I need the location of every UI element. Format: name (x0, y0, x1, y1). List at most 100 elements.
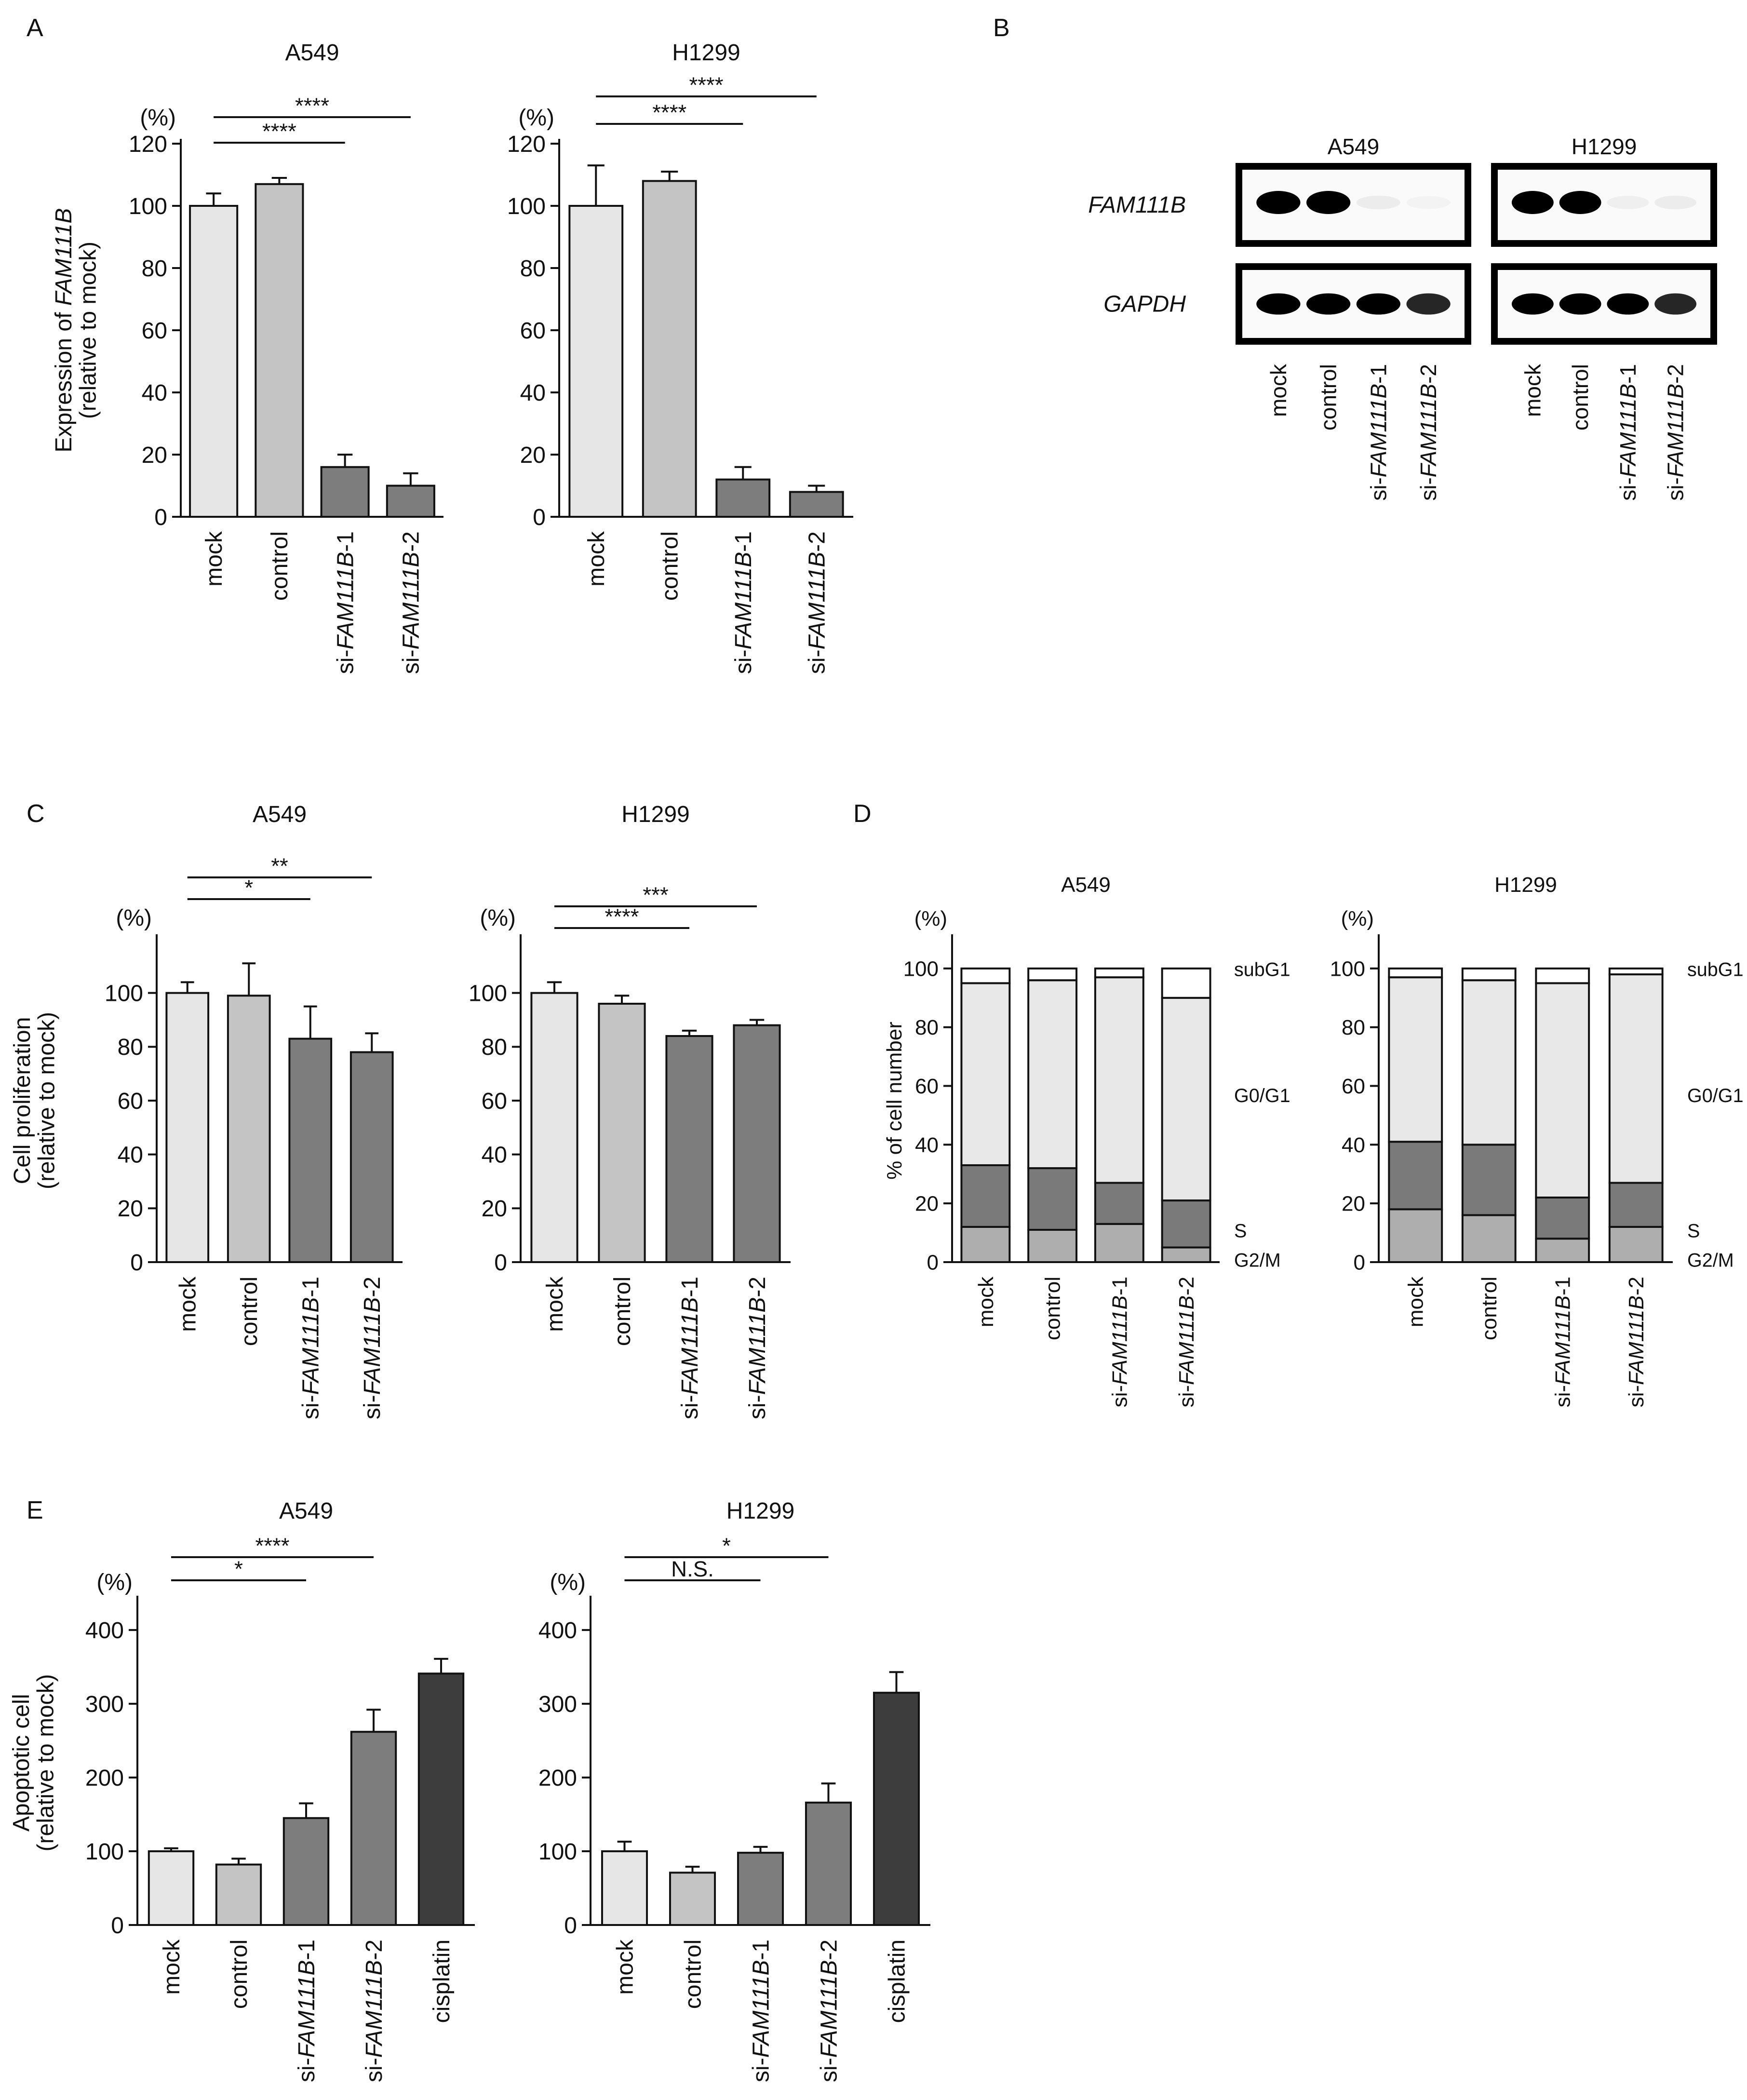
significance-label: * (234, 1557, 243, 1581)
blot-band-gapdh-h1299-lane-1 (1511, 293, 1554, 315)
y-tick-label: 40 (118, 1142, 143, 1168)
y-tick-label: 60 (482, 1089, 507, 1114)
significance-label: **** (605, 904, 639, 929)
category-label-si-fam111b-2: si-FAM111B-2 (1175, 1277, 1198, 1407)
blot-band-gapdh-a549-lane-2 (1306, 293, 1351, 315)
y-tick-label: 100 (85, 1839, 124, 1865)
segment-subg1-si-fam111b-1 (1094, 967, 1144, 979)
y-axis-label: (relative to mock) (34, 1012, 59, 1189)
legend-label-g2-m: G2/M (1687, 1250, 1734, 1271)
category-label-cisplatin: cisplatin (884, 1939, 910, 2023)
panel-label-d: D (853, 800, 872, 828)
category-label-si-fam111b-2-suffix: -2 (360, 1277, 385, 1297)
blot-band-gapdh-h1299-lane-3 (1607, 293, 1649, 315)
y-tick-label: 80 (520, 256, 546, 282)
bar-si-fam111b-1 (320, 466, 370, 518)
category-label-si-fam111b-1-gene: FAM111B (1551, 1295, 1575, 1385)
bar-si-fam111b-1 (288, 1037, 333, 1263)
y-unit-label: (%) (116, 905, 152, 931)
blot-band-fam111b-a549-lane-2 (1306, 191, 1351, 214)
segment-subg1-si-fam111b-1 (1535, 967, 1590, 984)
blot-row-label-fam111b: FAM111B (1088, 192, 1186, 218)
category-label-si-fam111b-1-gene: FAM111B (333, 552, 358, 650)
y-tick-label: 100 (507, 194, 546, 219)
blot-band-fam111b-h1299-lane-4 (1654, 195, 1697, 210)
segment-s-si-fam111b-2 (1161, 1199, 1211, 1249)
y-unit-label: (%) (1341, 907, 1374, 930)
y-tick-label: 60 (118, 1089, 143, 1114)
segment-subg1-control (1461, 967, 1517, 982)
blot-lane-suffix: mock (1266, 363, 1291, 417)
y-tick-label: 60 (915, 1075, 939, 1098)
category-label-si-fam111b-2-gene: FAM111B (816, 1960, 842, 2058)
category-label-si-fam111b-2-gene: FAM111B (360, 1297, 385, 1395)
category-label-si-fam111b-2-prefix: si- (399, 649, 424, 674)
significance-label: **** (652, 100, 686, 125)
blot-lane-gene: FAM111B (1366, 384, 1391, 477)
blot-band-fam111b-a549-lane-3 (1356, 195, 1401, 210)
category-label-si-fam111b-1-suffix: -1 (731, 531, 756, 552)
category-label-si-fam111b-1-suffix: -1 (333, 531, 358, 552)
y-axis-label: Cell proliferation (10, 1017, 35, 1185)
bar-mock (601, 1850, 648, 1926)
category-label-si-fam111b-1: si-FAM111B-1 (677, 1277, 703, 1419)
chart-title: A549 (279, 1498, 333, 1524)
bar-mock (530, 992, 578, 1264)
legend-label-s: S (1687, 1220, 1700, 1241)
category-label-control: control (1478, 1277, 1501, 1340)
category-label-si-fam111b-1-suffix: -1 (748, 1939, 774, 1960)
segment-g2-m-si-fam111b-2 (1608, 1225, 1664, 1264)
segment-g2-m-si-fam111b-2 (1161, 1246, 1211, 1263)
blot-cell-title: A549 (1328, 134, 1379, 159)
significance-label: **** (255, 1534, 290, 1558)
segment-g2-m-si-fam111b-1 (1535, 1238, 1590, 1263)
category-label-si-fam111b-1-prefix: si- (677, 1395, 703, 1419)
segment-g2-m-control (1461, 1214, 1517, 1263)
y-unit-label: (%) (140, 105, 176, 131)
y-tick-label: 100 (1330, 957, 1365, 981)
category-label-si-fam111b-1-gene: FAM111B (298, 1297, 324, 1395)
y-axis-label: (relative to mock) (75, 242, 101, 419)
category-label-si-fam111b-2-suffix: -2 (1175, 1277, 1198, 1295)
y-tick-label: 40 (915, 1133, 939, 1157)
bar-si-fam111b-2 (349, 1051, 394, 1263)
category-label-si-fam111b-1-prefix: si- (731, 649, 756, 674)
blot-lane-label: mock (1520, 363, 1545, 417)
blot-band-gapdh-h1299-lane-2 (1559, 293, 1601, 315)
blot-band-fam111b-h1299-lane-3 (1607, 196, 1649, 209)
category-label-si-fam111b-2-prefix: si- (805, 649, 830, 674)
y-tick-label: 100 (469, 981, 507, 1006)
y-tick-label: 0 (564, 1913, 577, 1938)
bar-si-fam111b-2 (789, 491, 844, 518)
blot-band-fam111b-a549-lane-4 (1406, 196, 1451, 209)
segment-subg1-si-fam111b-2 (1161, 967, 1211, 999)
category-label-si-fam111b-2: si-FAM111B-2 (816, 1939, 842, 2082)
category-label-si-fam111b-1-prefix: si- (1551, 1385, 1575, 1407)
y-tick-label: 100 (105, 981, 143, 1006)
blot-lane-label: si-FAM111B-1 (1366, 364, 1391, 501)
category-label-si-fam111b-1: si-FAM111B-1 (748, 1939, 774, 2082)
bar-si-fam111b-2 (733, 1024, 781, 1264)
category-label-si-fam111b-2: si-FAM111B-2 (1625, 1277, 1648, 1407)
bar-mock (165, 992, 210, 1264)
category-label-mock: mock (159, 1939, 185, 1995)
category-label-si-fam111b-1-suffix: -1 (298, 1277, 324, 1297)
category-label-si-fam111b-2: si-FAM111B-2 (745, 1277, 770, 1419)
y-tick-label: 300 (538, 1692, 577, 1717)
category-label-si-fam111b-1-suffix: -1 (294, 1939, 320, 1960)
y-tick-label: 80 (482, 1035, 507, 1060)
category-label-si-fam111b-2-prefix: si- (360, 1395, 385, 1419)
y-unit-label: (%) (480, 905, 516, 931)
blot-lane-prefix: si- (1416, 477, 1441, 501)
segment-subg1-si-fam111b-2 (1608, 967, 1664, 976)
bar-control (669, 1871, 716, 1926)
category-label-control: control (237, 1277, 262, 1346)
segment-g2-m-control (1027, 1229, 1078, 1263)
significance-label: **** (295, 94, 329, 118)
bar-cisplatin (417, 1672, 465, 1926)
segment-g0-g1-mock (960, 982, 1011, 1166)
significance-label: * (244, 875, 253, 900)
